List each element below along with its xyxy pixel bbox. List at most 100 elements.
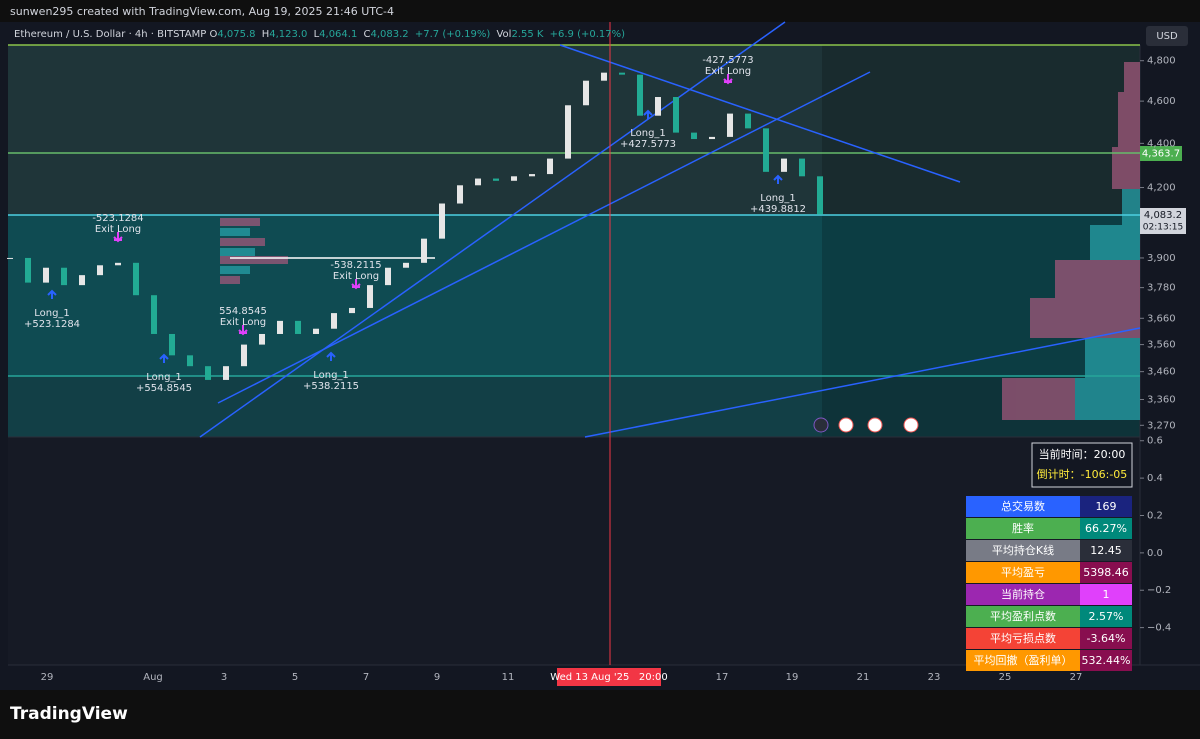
candle [313, 328, 319, 334]
candle [97, 265, 103, 276]
stat-label: 胜率 [1012, 521, 1034, 535]
time-label: 23 [928, 672, 941, 683]
candle [619, 72, 625, 75]
candle [511, 176, 517, 181]
annotation-line2: Exit Long [95, 224, 141, 235]
stat-label-cell [966, 540, 1080, 561]
stat-label-cell [966, 518, 1080, 539]
annotation-line1: Long_1 [630, 128, 666, 139]
countdown: 02:13:15 [1143, 223, 1183, 233]
stat-value: 169 [1096, 500, 1117, 513]
price-tick-label: 4,800 [1147, 56, 1176, 67]
candle [187, 355, 193, 367]
osc-tick-label: 0.6 [1147, 436, 1163, 447]
stat-value-cell [1080, 606, 1132, 627]
time-label: 25 [999, 672, 1012, 683]
annotation-line1: Long_1 [760, 193, 796, 204]
c-label: C [363, 29, 371, 40]
stat-value: 5398.46 [1083, 566, 1129, 579]
vol-change: +6.9 (+0.17%) [549, 29, 626, 40]
annotation-line2: +439.8812 [750, 204, 806, 215]
osc-tick-label: −0.4 [1147, 623, 1171, 634]
candle [241, 344, 247, 367]
stat-value: 532.44% [1082, 654, 1131, 667]
candle [799, 158, 805, 177]
signal-arrow [723, 74, 733, 85]
time-label: 29 [41, 672, 54, 683]
candle [709, 136, 715, 140]
footer-brand: TradingView [10, 704, 128, 724]
candle [439, 203, 445, 239]
time-label: Aug [143, 672, 163, 683]
signal-arrow [326, 351, 336, 361]
price-tick-label: 3,560 [1147, 340, 1176, 351]
candle [637, 74, 643, 116]
stat-label-cell [966, 562, 1080, 583]
annotation-line1: -538.2115 [330, 260, 381, 271]
stat-label-cell [966, 628, 1080, 649]
candle [25, 257, 31, 283]
currency: USD [1156, 31, 1178, 42]
stat-value-cell [1080, 518, 1132, 539]
vol-label: Vol [496, 29, 512, 40]
candle [7, 257, 13, 259]
stat-value-cell [1080, 496, 1132, 517]
candle [295, 320, 301, 334]
stat-value: 1 [1103, 588, 1110, 601]
candle [493, 178, 499, 181]
price-tick-label: 3,360 [1147, 395, 1176, 406]
time-label: 27 [1070, 672, 1083, 683]
signal-arrow [47, 289, 57, 299]
change: +7.7 (+0.19%) [414, 29, 491, 40]
stat-label: 总交易数 [1001, 499, 1045, 513]
time-label: 7 [363, 672, 369, 683]
zone-upper [8, 45, 1140, 215]
time-label: 19 [786, 672, 799, 683]
stat-label: 当前持仓 [1001, 587, 1045, 601]
annotation-line2: +427.5773 [620, 139, 676, 150]
low: 4,064.1 [319, 29, 358, 40]
candle [763, 128, 769, 172]
annotation-line1: Long_1 [146, 372, 182, 383]
candle [547, 158, 553, 175]
stat-label: 平均盈利点数 [990, 610, 1056, 623]
candle [169, 333, 175, 356]
stat-label-cell [966, 584, 1080, 605]
candle [133, 262, 139, 296]
candle [655, 97, 661, 116]
osc-tick-label: 0.0 [1147, 548, 1163, 559]
price-tick-label: 3,780 [1147, 283, 1176, 294]
candle [79, 275, 85, 286]
time-label: 11 [502, 672, 515, 683]
candle [43, 267, 49, 283]
stat-label: 平均持仓K线 [992, 543, 1054, 557]
candle [475, 178, 481, 186]
caption: sunwen295 created with TradingView.com, … [10, 5, 394, 18]
candle [367, 285, 373, 308]
currency-button[interactable] [1146, 26, 1188, 46]
candle [259, 333, 265, 345]
symbol: Ethereum / U.S. Dollar · 4h · BITSTAMP [14, 29, 207, 40]
osc-tick-label: 0.2 [1147, 510, 1163, 521]
price-tick-label: 3,460 [1147, 367, 1176, 378]
signal-arrow [643, 109, 653, 119]
legend: Ethereum / U.S. Dollar · 4h · BITSTAMP O… [14, 29, 628, 40]
price-tick-label: 4,200 [1147, 183, 1176, 194]
annotation-line1: 554.8545 [219, 306, 267, 317]
drawings [8, 21, 1141, 438]
candle [745, 113, 751, 129]
candle [601, 72, 607, 81]
stat-value: 12.45 [1090, 544, 1122, 557]
level-tag-text: 4,363.7 [1142, 149, 1180, 160]
signal-arrow [238, 325, 248, 336]
open: 4,075.8 [217, 29, 256, 40]
osc-tick-label: 0.4 [1147, 473, 1163, 484]
zone-lower [8, 376, 1140, 437]
signal-arrow [773, 174, 783, 184]
high: 4,123.0 [269, 29, 308, 40]
candle [277, 320, 283, 334]
osc-tick-label: −0.2 [1147, 585, 1171, 596]
signal-arrow [113, 232, 123, 243]
stat-label-cell [966, 496, 1080, 517]
candle [151, 295, 157, 334]
